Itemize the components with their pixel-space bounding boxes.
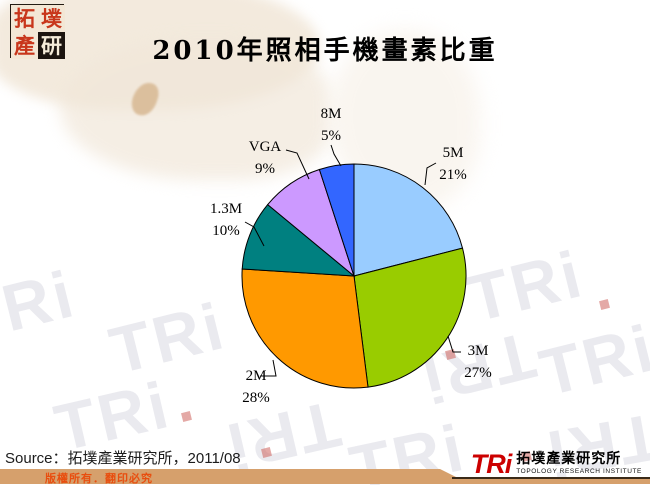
slice-name: 1.3M: [209, 201, 243, 217]
page-title: 2010年照相手機畫素比重: [152, 36, 498, 66]
slice-percent: 5%: [321, 128, 341, 144]
slice-name: 2M: [245, 368, 267, 384]
seal-char: 產: [11, 32, 38, 59]
slice-name: VGA: [248, 139, 282, 155]
slice-label-1-3m: 1.3M 10%: [191, 198, 261, 242]
slice-name: 5M: [442, 145, 464, 161]
slice-name: 3M: [467, 343, 489, 359]
slice-percent: 27%: [464, 365, 492, 381]
pie-slice-2M: [241, 268, 369, 389]
seal-char: 墣: [38, 5, 65, 32]
seal-char: 研: [38, 32, 65, 59]
slice-percent: 21%: [439, 167, 467, 183]
slice-percent: 9%: [255, 161, 275, 177]
seal-char: 拓: [11, 5, 38, 32]
tri-logo-mark: TRi: [470, 449, 512, 479]
copyright-notice: 版權所有．翻印必究: [45, 473, 153, 485]
pie-slice-8M: [318, 163, 355, 277]
leader-line: [424, 162, 437, 186]
leader-line: [447, 335, 461, 353]
slice-name: 8M: [320, 106, 342, 122]
leader-line: [285, 149, 310, 180]
tri-logo-names: 拓墣產業研究所 TOPOLOGY RESEARCH INSTITUTE: [516, 451, 642, 476]
tri-company-name: 拓墣產業研究所: [516, 451, 622, 467]
tri-english-name: TOPOLOGY RESEARCH INSTITUTE: [516, 468, 642, 475]
slice-percent: 10%: [212, 223, 240, 239]
topology-seal-logo: 拓 墣 產 研: [10, 4, 65, 59]
footer-rule: [452, 477, 650, 479]
slice-label-vga: VGA 9%: [230, 136, 300, 180]
leader-line: [330, 144, 342, 167]
tri-logo: TRi 拓墣產業研究所 TOPOLOGY RESEARCH INSTITUTE: [470, 449, 642, 479]
source-text: Source：拓墣產業研究所，2011/08: [5, 450, 241, 467]
pie-slice-5M: [353, 163, 464, 277]
leader-line: [244, 221, 265, 247]
slice-label-3m: 3M 27%: [443, 340, 513, 384]
slice-label-5m: 5M 21%: [418, 142, 488, 186]
slice-label-2m: 2M 28%: [221, 365, 291, 409]
pie-slice-3M: [353, 247, 467, 388]
slice-percent: 28%: [242, 390, 270, 406]
slice-label-8m: 8M 5%: [296, 103, 366, 147]
leader-line: [260, 359, 277, 377]
